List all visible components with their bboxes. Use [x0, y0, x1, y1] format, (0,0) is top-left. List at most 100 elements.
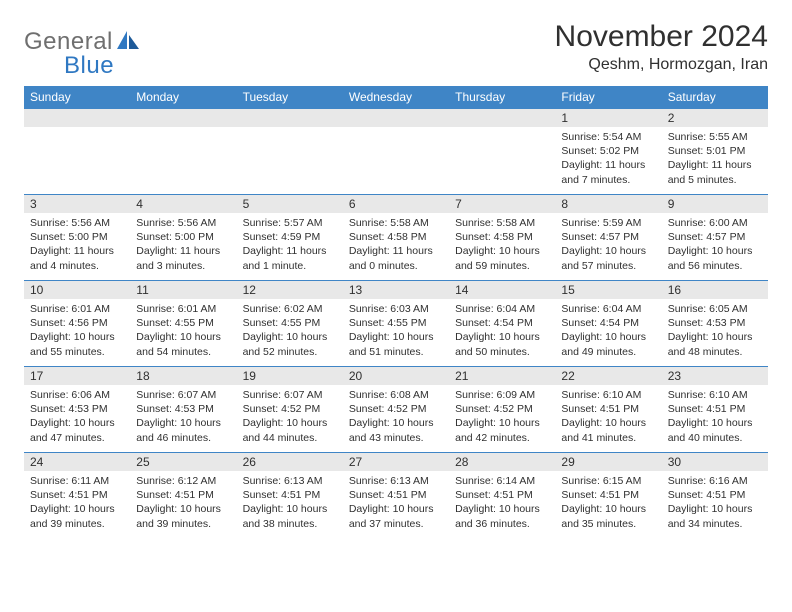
day-body: Sunrise: 6:10 AMSunset: 4:51 PMDaylight:…: [555, 385, 661, 449]
day-cell: [130, 109, 236, 195]
day-cell: 21Sunrise: 6:09 AMSunset: 4:52 PMDayligh…: [449, 367, 555, 453]
weeks-body: 1Sunrise: 5:54 AMSunset: 5:02 PMDaylight…: [24, 109, 768, 539]
dow-sunday: Sunday: [24, 86, 130, 109]
day-number: 15: [555, 281, 661, 299]
day-number: 16: [662, 281, 768, 299]
calendar-page: General November 2024 Qeshm, Hormozgan, …: [0, 0, 792, 612]
title-block: November 2024 Qeshm, Hormozgan, Iran: [555, 20, 768, 74]
day-body: Sunrise: 6:13 AMSunset: 4:51 PMDaylight:…: [343, 471, 449, 535]
day-body: Sunrise: 6:07 AMSunset: 4:52 PMDaylight:…: [237, 385, 343, 449]
day-cell: 18Sunrise: 6:07 AMSunset: 4:53 PMDayligh…: [130, 367, 236, 453]
day-number: 29: [555, 453, 661, 471]
week-row: 17Sunrise: 6:06 AMSunset: 4:53 PMDayligh…: [24, 367, 768, 453]
day-number: 7: [449, 195, 555, 213]
day-number: 26: [237, 453, 343, 471]
day-body: Sunrise: 5:56 AMSunset: 5:00 PMDaylight:…: [24, 213, 130, 277]
day-number: 20: [343, 367, 449, 385]
day-number: 18: [130, 367, 236, 385]
day-number: 30: [662, 453, 768, 471]
day-cell: [449, 109, 555, 195]
month-title: November 2024: [555, 20, 768, 54]
day-cell: 2Sunrise: 5:55 AMSunset: 5:01 PMDaylight…: [662, 109, 768, 195]
day-cell: [343, 109, 449, 195]
day-body: Sunrise: 5:56 AMSunset: 5:00 PMDaylight:…: [130, 213, 236, 277]
day-cell: 8Sunrise: 5:59 AMSunset: 4:57 PMDaylight…: [555, 195, 661, 281]
day-cell: 25Sunrise: 6:12 AMSunset: 4:51 PMDayligh…: [130, 453, 236, 539]
day-body: Sunrise: 6:14 AMSunset: 4:51 PMDaylight:…: [449, 471, 555, 535]
day-body: Sunrise: 6:15 AMSunset: 4:51 PMDaylight:…: [555, 471, 661, 535]
day-body: Sunrise: 5:58 AMSunset: 4:58 PMDaylight:…: [449, 213, 555, 277]
location: Qeshm, Hormozgan, Iran: [555, 56, 768, 74]
calendar-table: Sunday Monday Tuesday Wednesday Thursday…: [24, 86, 768, 539]
day-body: Sunrise: 5:57 AMSunset: 4:59 PMDaylight:…: [237, 213, 343, 277]
day-number: 3: [24, 195, 130, 213]
day-number: 6: [343, 195, 449, 213]
dow-wednesday: Wednesday: [343, 86, 449, 109]
day-number: 25: [130, 453, 236, 471]
day-body: Sunrise: 6:11 AMSunset: 4:51 PMDaylight:…: [24, 471, 130, 535]
day-cell: 26Sunrise: 6:13 AMSunset: 4:51 PMDayligh…: [237, 453, 343, 539]
day-cell: 19Sunrise: 6:07 AMSunset: 4:52 PMDayligh…: [237, 367, 343, 453]
day-number: 27: [343, 453, 449, 471]
week-row: 24Sunrise: 6:11 AMSunset: 4:51 PMDayligh…: [24, 453, 768, 539]
header: General November 2024 Qeshm, Hormozgan, …: [24, 20, 768, 74]
day-number: 12: [237, 281, 343, 299]
day-number: 17: [24, 367, 130, 385]
day-cell: 24Sunrise: 6:11 AMSunset: 4:51 PMDayligh…: [24, 453, 130, 539]
logo-sail-icon: [115, 29, 141, 56]
day-number: [130, 109, 236, 127]
day-number: 1: [555, 109, 661, 127]
day-cell: 5Sunrise: 5:57 AMSunset: 4:59 PMDaylight…: [237, 195, 343, 281]
week-row: 3Sunrise: 5:56 AMSunset: 5:00 PMDaylight…: [24, 195, 768, 281]
dow-monday: Monday: [130, 86, 236, 109]
day-cell: 15Sunrise: 6:04 AMSunset: 4:54 PMDayligh…: [555, 281, 661, 367]
day-body: Sunrise: 6:02 AMSunset: 4:55 PMDaylight:…: [237, 299, 343, 363]
day-cell: 28Sunrise: 6:14 AMSunset: 4:51 PMDayligh…: [449, 453, 555, 539]
day-body: Sunrise: 6:13 AMSunset: 4:51 PMDaylight:…: [237, 471, 343, 535]
dow-thursday: Thursday: [449, 86, 555, 109]
day-body: Sunrise: 6:01 AMSunset: 4:55 PMDaylight:…: [130, 299, 236, 363]
day-cell: 11Sunrise: 6:01 AMSunset: 4:55 PMDayligh…: [130, 281, 236, 367]
day-body: Sunrise: 6:04 AMSunset: 4:54 PMDaylight:…: [555, 299, 661, 363]
day-cell: 22Sunrise: 6:10 AMSunset: 4:51 PMDayligh…: [555, 367, 661, 453]
day-body: Sunrise: 6:09 AMSunset: 4:52 PMDaylight:…: [449, 385, 555, 449]
day-body: Sunrise: 6:05 AMSunset: 4:53 PMDaylight:…: [662, 299, 768, 363]
day-cell: 17Sunrise: 6:06 AMSunset: 4:53 PMDayligh…: [24, 367, 130, 453]
day-body: Sunrise: 5:54 AMSunset: 5:02 PMDaylight:…: [555, 127, 661, 191]
day-body: Sunrise: 6:10 AMSunset: 4:51 PMDaylight:…: [662, 385, 768, 449]
week-row: 1Sunrise: 5:54 AMSunset: 5:02 PMDaylight…: [24, 109, 768, 195]
day-cell: [24, 109, 130, 195]
day-cell: 20Sunrise: 6:08 AMSunset: 4:52 PMDayligh…: [343, 367, 449, 453]
day-number: [343, 109, 449, 127]
day-cell: 13Sunrise: 6:03 AMSunset: 4:55 PMDayligh…: [343, 281, 449, 367]
dow-row: Sunday Monday Tuesday Wednesday Thursday…: [24, 86, 768, 109]
logo-word-2: Blue: [64, 52, 114, 79]
day-cell: 27Sunrise: 6:13 AMSunset: 4:51 PMDayligh…: [343, 453, 449, 539]
day-cell: 4Sunrise: 5:56 AMSunset: 5:00 PMDaylight…: [130, 195, 236, 281]
day-body: Sunrise: 6:03 AMSunset: 4:55 PMDaylight:…: [343, 299, 449, 363]
day-number: 9: [662, 195, 768, 213]
day-body: Sunrise: 5:55 AMSunset: 5:01 PMDaylight:…: [662, 127, 768, 191]
day-number: 11: [130, 281, 236, 299]
day-number: 5: [237, 195, 343, 213]
day-cell: 6Sunrise: 5:58 AMSunset: 4:58 PMDaylight…: [343, 195, 449, 281]
logo: General: [24, 20, 141, 56]
day-cell: 14Sunrise: 6:04 AMSunset: 4:54 PMDayligh…: [449, 281, 555, 367]
day-cell: 30Sunrise: 6:16 AMSunset: 4:51 PMDayligh…: [662, 453, 768, 539]
day-body: Sunrise: 5:59 AMSunset: 4:57 PMDaylight:…: [555, 213, 661, 277]
week-row: 10Sunrise: 6:01 AMSunset: 4:56 PMDayligh…: [24, 281, 768, 367]
day-body: Sunrise: 6:12 AMSunset: 4:51 PMDaylight:…: [130, 471, 236, 535]
day-cell: 7Sunrise: 5:58 AMSunset: 4:58 PMDaylight…: [449, 195, 555, 281]
day-cell: 12Sunrise: 6:02 AMSunset: 4:55 PMDayligh…: [237, 281, 343, 367]
day-number: 4: [130, 195, 236, 213]
day-number: 10: [24, 281, 130, 299]
day-number: [24, 109, 130, 127]
day-cell: [237, 109, 343, 195]
day-body: Sunrise: 5:58 AMSunset: 4:58 PMDaylight:…: [343, 213, 449, 277]
day-cell: 16Sunrise: 6:05 AMSunset: 4:53 PMDayligh…: [662, 281, 768, 367]
day-number: 19: [237, 367, 343, 385]
day-body: Sunrise: 6:00 AMSunset: 4:57 PMDaylight:…: [662, 213, 768, 277]
day-number: 23: [662, 367, 768, 385]
dow-saturday: Saturday: [662, 86, 768, 109]
day-body: Sunrise: 6:08 AMSunset: 4:52 PMDaylight:…: [343, 385, 449, 449]
